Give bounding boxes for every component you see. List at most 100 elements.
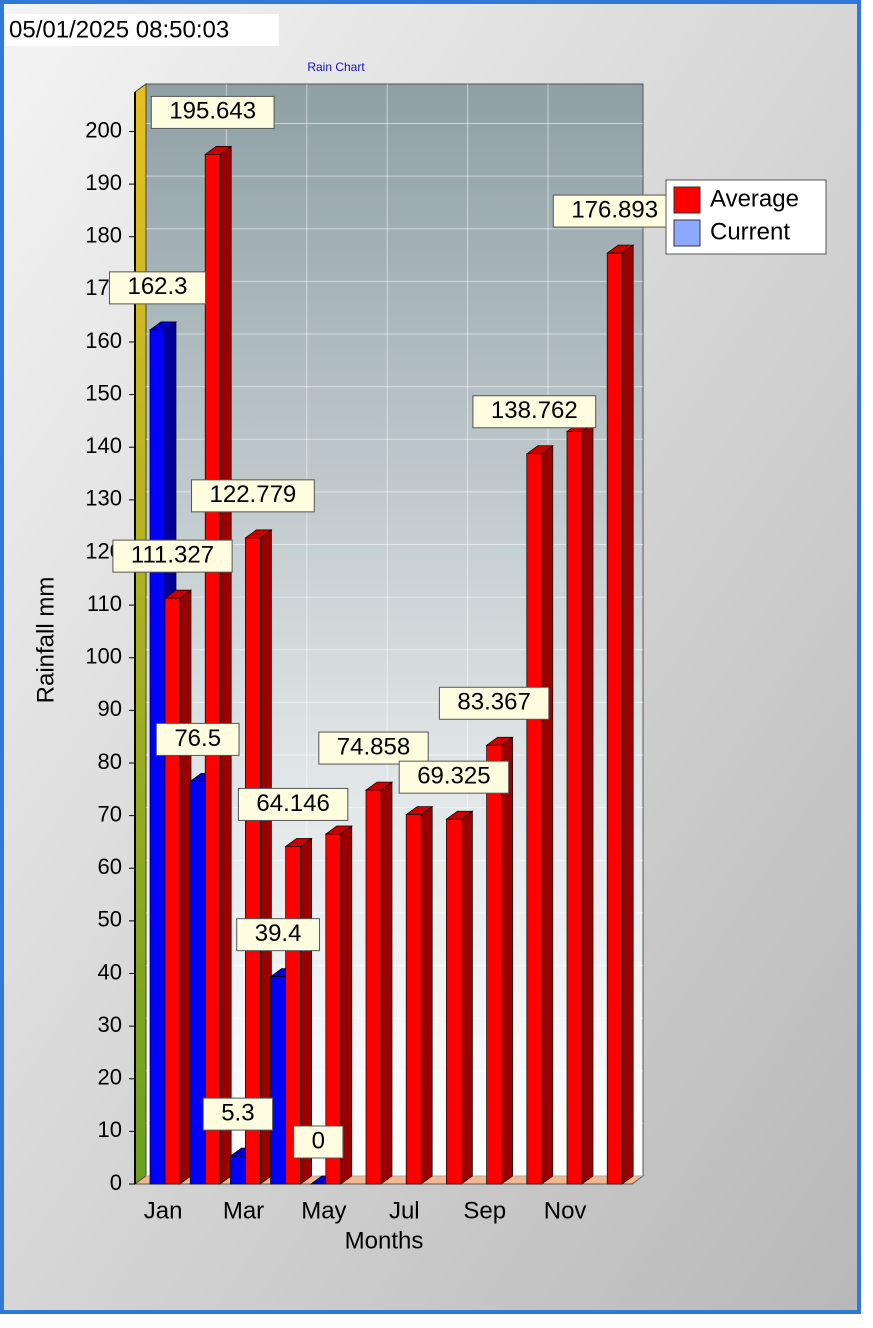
data-label-box: [472, 395, 597, 429]
bar-side: [219, 145, 232, 1185]
x-axis-label: Months: [345, 1227, 424, 1254]
legend-swatch: [673, 219, 701, 247]
bar-front: [446, 818, 462, 1185]
data-label: 195.643: [169, 98, 256, 125]
bar-side: [420, 805, 433, 1185]
legend-label: Current: [710, 218, 790, 245]
data-label-box: [398, 760, 510, 794]
x-tick-label: Sep: [463, 1197, 506, 1224]
bar-front: [164, 597, 181, 1185]
bar: [163, 589, 193, 1185]
timestamp: 05/01/2025 08:50:03: [9, 16, 229, 43]
legend-label: Average: [710, 185, 799, 212]
y-tick-label: 40: [98, 959, 122, 984]
x-tick-label: Mar: [223, 1197, 264, 1224]
y-tick-label: 110: [87, 591, 122, 616]
data-label-box: [237, 787, 349, 821]
data-label: 69.325: [417, 763, 490, 790]
bar-front: [405, 814, 422, 1185]
data-label: 39.4: [255, 920, 302, 947]
y-tick-label: 100: [85, 644, 122, 669]
bar-side: [621, 244, 634, 1185]
bar: [485, 736, 514, 1185]
bar-side: [581, 422, 594, 1185]
y-tick-label: 190: [85, 170, 122, 195]
bar: [606, 244, 635, 1185]
y-tick-label: 30: [98, 1012, 122, 1037]
data-label-box: [318, 731, 429, 765]
bar-front: [486, 744, 502, 1185]
bar-side: [501, 736, 513, 1185]
y-tick-label: 200: [85, 117, 122, 142]
data-label: 74.858: [337, 733, 410, 760]
data-label: 0: [312, 1127, 325, 1154]
bar: [525, 445, 554, 1185]
bar-front: [204, 154, 221, 1185]
x-tick-label: May: [301, 1197, 346, 1224]
data-label: 122.779: [210, 481, 297, 508]
y-tick-label: 80: [98, 749, 122, 774]
bar-front: [245, 537, 261, 1185]
chart-title: Rain Chart: [307, 60, 365, 74]
x-tick-label: Jul: [389, 1197, 420, 1224]
bar-front: [270, 976, 286, 1185]
legend-swatch: [673, 186, 701, 214]
x-tick-label: Jan: [144, 1197, 183, 1224]
timestamp-bg: [6, 14, 279, 46]
y-axis-label: Rainfall mm: [32, 577, 59, 704]
data-label-box: [236, 918, 320, 952]
y-tick-label: 70: [98, 801, 122, 826]
data-label-box: [155, 722, 240, 756]
data-label: 111.327: [131, 541, 214, 568]
y-tick-label: 140: [85, 433, 122, 458]
y-tick-label: 0: [110, 1170, 122, 1195]
bar: [324, 825, 353, 1185]
bar: [565, 422, 595, 1185]
data-label: 162.3: [127, 273, 187, 300]
data-label-box: [293, 1125, 344, 1159]
data-label: 64.146: [256, 790, 329, 817]
data-label-box: [202, 1097, 274, 1131]
bar-front: [566, 431, 583, 1185]
y-tick-label: 60: [98, 854, 122, 879]
y-tick-label: 130: [85, 486, 122, 511]
data-label: 138.762: [491, 397, 578, 424]
data-label: 5.3: [221, 1099, 254, 1126]
y-tick-label: 90: [98, 696, 122, 721]
data-label: 76.5: [174, 725, 221, 752]
bar-side: [541, 445, 554, 1185]
bar: [204, 145, 233, 1185]
y-tick-label: 10: [98, 1117, 122, 1142]
data-label-box: [438, 686, 550, 720]
y-tick-label: 160: [85, 328, 122, 353]
data-label: 176.893: [571, 196, 658, 223]
bar: [364, 781, 394, 1185]
data-label-box: [552, 194, 677, 228]
bar: [244, 529, 273, 1185]
bar-front: [606, 252, 623, 1185]
bar-front: [365, 789, 382, 1185]
bar: [405, 805, 434, 1185]
bar-front: [325, 833, 342, 1185]
y-tick-label: 20: [98, 1065, 122, 1090]
data-label-box: [108, 271, 207, 305]
y-tick-label: 180: [85, 223, 122, 248]
x-tick-label: Nov: [544, 1197, 587, 1224]
side-wall: [134, 83, 147, 1185]
bar-front: [149, 329, 166, 1185]
bar: [445, 810, 474, 1185]
bar-side: [380, 781, 393, 1185]
data-label-box: [150, 95, 275, 129]
bar-side: [260, 529, 272, 1185]
data-label-box: [191, 479, 315, 513]
bar-front: [230, 1155, 246, 1185]
y-tick-label: 50: [98, 907, 122, 932]
data-label-box: [112, 539, 233, 573]
bar-side: [179, 589, 192, 1185]
y-tick-label: 150: [85, 380, 122, 405]
bar-front: [526, 453, 543, 1185]
data-label: 83.367: [457, 689, 530, 716]
bar-side: [461, 810, 473, 1185]
